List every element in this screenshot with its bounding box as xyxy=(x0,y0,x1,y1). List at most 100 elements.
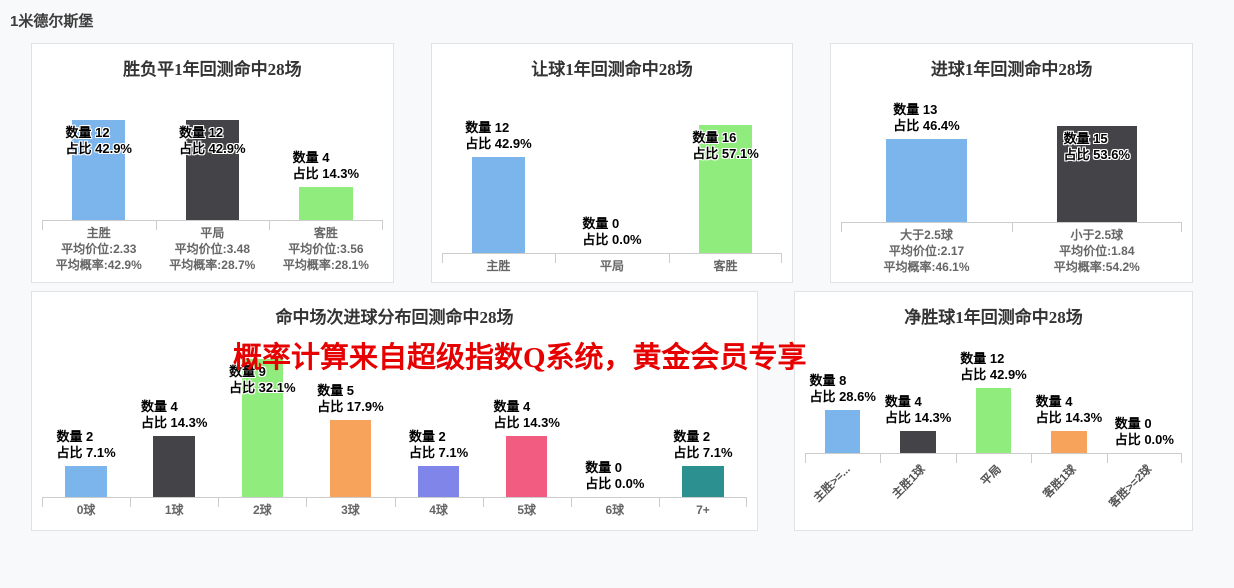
bar xyxy=(1051,431,1087,453)
x-axis-category: 4球 xyxy=(394,498,483,518)
bar xyxy=(471,157,526,253)
bar-count-label: 数量 0 xyxy=(582,216,620,231)
x-axis-label: 1球 xyxy=(164,503,184,517)
bar-count-label: 数量 2 xyxy=(673,429,711,444)
x-axis-label: 2球 xyxy=(252,503,272,517)
bar-percent-label: 占比 17.9% xyxy=(317,399,384,414)
bar-data-label: 数量 9 占比 32.1% xyxy=(229,364,295,396)
bar-data-label: 数量 2 占比 7.1% xyxy=(673,429,732,461)
bar-data-label: 数量 4 占比 14.3% xyxy=(493,399,559,431)
x-axis-sublabel: 平均概率:46.1% xyxy=(883,260,970,274)
x-axis-label: 0球 xyxy=(76,503,96,517)
x-axis-sublabel: 平均价位:3.56 xyxy=(288,242,364,256)
x-axis-label: 大于2.5球 xyxy=(900,228,953,242)
bar-data-label: 数量 12 占比 42.9% xyxy=(960,351,1026,383)
bar-count-label: 数量 2 xyxy=(408,429,446,444)
bar xyxy=(72,120,126,220)
x-axis-label: 3球 xyxy=(341,503,360,517)
x-axis-label: 客胜1球 xyxy=(1041,463,1079,501)
x-axis-category: 主胜 xyxy=(441,254,556,274)
bar-column: 数量 13 占比 46.4% xyxy=(841,84,1011,222)
bar-column: 数量 4 占比 14.3% xyxy=(483,332,571,497)
bar-count-label: 数量 9 xyxy=(229,364,266,379)
bar-data-label: 数量 16 占比 57.1% xyxy=(692,130,758,162)
chart-panel-goal-difference: 净胜球1年回测命中28场 数量 8 占比 28.6% 数量 4 占比 14.3% 数量 … xyxy=(794,291,1193,531)
bar-column: 数量 12 占比 42.9% xyxy=(442,84,556,253)
x-axis-label: 6球 xyxy=(605,503,625,517)
bar-data-label: 数量 12 占比 42.9% xyxy=(465,120,531,152)
chart-plot: 数量 12 占比 42.9% 数量 12 占比 42.9% 数量 4 占比 14.3% xyxy=(42,84,383,221)
bar-column: 数量 2 占比 7.1% xyxy=(42,332,130,497)
bar-percent-label: 占比 0.0% xyxy=(585,476,645,491)
bar-percent-label: 占比 14.3% xyxy=(1035,410,1103,425)
top-chart-row: 胜负平1年回测命中28场 数量 12 占比 42.9% 数量 12 占比 42.9% 数… xyxy=(31,43,1193,283)
bar-count-label: 数量 4 xyxy=(884,394,922,409)
bar-column: 数量 5 占比 17.9% xyxy=(306,332,394,497)
bar xyxy=(505,436,548,497)
x-axis-sublabel: 平均概率:28.1% xyxy=(282,258,369,272)
bar-column: 数量 8 占比 28.6% xyxy=(805,332,880,453)
x-axis-category: 2球 xyxy=(218,498,306,518)
chart-panel-win-draw-loss: 胜负平1年回测命中28场 数量 12 占比 42.9% 数量 12 占比 42.9% 数… xyxy=(31,43,394,283)
bar-percent-label: 占比 0.0% xyxy=(1114,432,1174,447)
x-axis-label: 4球 xyxy=(429,503,448,517)
chart-x-axis: 主胜 平局 客胜 xyxy=(441,254,783,274)
x-axis-label: 客胜 xyxy=(713,259,738,273)
bar-column: 数量 0 占比 0.0% xyxy=(1107,332,1182,453)
bar-column: 数量 4 占比 14.3% xyxy=(880,332,955,453)
bar-column: 数量 4 占比 14.3% xyxy=(269,84,383,220)
bar-count-label: 数量 4 xyxy=(1035,394,1073,409)
bar-count-label: 数量 4 xyxy=(292,150,330,165)
bar xyxy=(824,410,861,453)
bar-column: 数量 2 占比 7.1% xyxy=(395,332,483,497)
x-axis-category: 平局 xyxy=(955,454,1031,530)
bar-column: 数量 0 占比 0.0% xyxy=(571,332,659,497)
bar-percent-label: 占比 28.6% xyxy=(809,389,876,404)
chart-x-axis: 主胜 平均价位:2.33 平均概率:42.9% 平局平均价位:3.48 平均概率:28.… xyxy=(42,221,383,273)
chart-title: 进球1年回测命中28场 xyxy=(930,60,1093,79)
chart-panel-goal-distribution: 命中场次进球分布回测命中28场 数量 2 占比 7.1% 数量 4 占比 14.3% 数… xyxy=(31,291,758,531)
bar-percent-label: 占比 7.1% xyxy=(56,445,116,460)
bar-count-label: 数量 0 xyxy=(585,460,623,475)
bar-percent-label: 占比 53.6% xyxy=(1063,147,1131,162)
x-axis-label: 7+ xyxy=(696,503,710,517)
bar-percent-label: 占比 42.9% xyxy=(465,136,532,151)
page-title: 1米德尔斯堡 xyxy=(10,13,94,30)
bar-column: 数量 12 占比 42.9% xyxy=(156,84,270,220)
x-axis-sublabel: 平均价位:3.48 xyxy=(174,242,250,256)
bar xyxy=(900,431,936,453)
bar-column: 数量 4 占比 14.3% xyxy=(130,332,218,497)
x-axis-category: 主胜 平均价位:2.33 平均概率:42.9% xyxy=(42,221,156,273)
x-axis-label: 平局 xyxy=(200,226,225,240)
bar-data-label: 数量 15 占比 53.6% xyxy=(1064,131,1130,163)
x-axis-category: 客胜 平均价位:3.56 平均概率:28.1% xyxy=(269,221,383,273)
x-axis-category: 小于2.5球 平均价位:1.84 平均概率:54.2% xyxy=(1011,223,1182,275)
bar-data-label: 数量 12 占比 42.9% xyxy=(179,125,245,157)
bar-column: 数量 0 占比 0.0% xyxy=(555,84,669,253)
chart-title: 净胜球1年回测命中28场 xyxy=(904,308,1083,327)
bar xyxy=(241,359,284,497)
x-axis-category: 客胜>=2球 xyxy=(1106,454,1182,530)
bar-data-label: 数量 2 占比 7.1% xyxy=(56,429,115,461)
bar-data-label: 数量 0 占比 0.0% xyxy=(1115,416,1174,448)
x-axis-sublabel: 平均概率:42.9% xyxy=(55,258,142,272)
chart-plot: 数量 8 占比 28.6% 数量 4 占比 14.3% 数量 12 占比 42.9% 数量 … xyxy=(805,332,1182,454)
bar xyxy=(299,187,353,220)
bar-count-label: 数量 2 xyxy=(56,429,94,444)
bar-count-label: 数量 16 xyxy=(692,130,737,145)
bar-percent-label: 占比 7.1% xyxy=(673,445,733,460)
bar-percent-label: 占比 32.1% xyxy=(229,380,296,395)
bar-percent-label: 占比 14.3% xyxy=(292,166,360,181)
bar xyxy=(698,125,753,253)
x-axis-label: 主胜 xyxy=(486,259,511,273)
chart-title: 命中场次进球分布回测命中28场 xyxy=(275,308,514,327)
x-axis-label: 主胜 xyxy=(86,226,111,240)
bar-percent-label: 占比 42.9% xyxy=(65,141,133,156)
bar xyxy=(153,436,195,497)
bar-count-label: 数量 8 xyxy=(809,373,847,388)
bar-data-label: 数量 5 占比 17.9% xyxy=(317,383,383,415)
bar-column: 数量 2 占比 7.1% xyxy=(659,332,747,497)
bar-data-label: 数量 8 占比 28.6% xyxy=(809,373,875,405)
